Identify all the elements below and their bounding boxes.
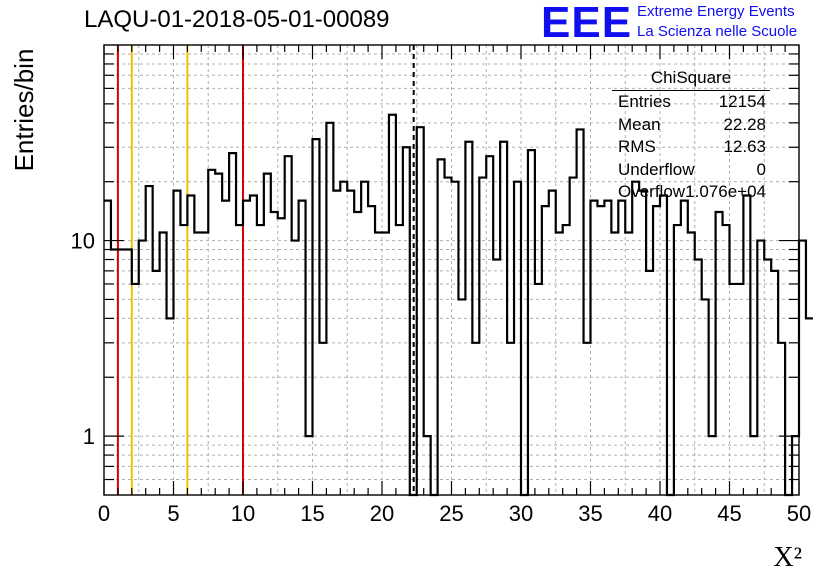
x-tick-label: 10	[231, 501, 255, 526]
stats-label: Underflow	[618, 159, 695, 179]
y-tick-label: 10	[71, 229, 95, 254]
stats-row-entries: Entries 12154	[612, 91, 770, 114]
x-tick-label: 5	[167, 501, 179, 526]
stats-label: Overflow	[618, 182, 686, 201]
stats-row-underflow: Underflow 0	[612, 159, 770, 182]
x-tick-label: 25	[439, 501, 463, 526]
x-tick-label: 35	[578, 501, 602, 526]
x-tick-label: 30	[509, 501, 533, 526]
chart-title: LAQU-01-2018-05-01-00089	[84, 6, 390, 33]
stats-value: 22.28	[723, 114, 766, 134]
x-tick-label: 0	[98, 501, 110, 526]
x-tick-labels: 0 5 10 15 20 25 30 35 40 45 50	[98, 501, 811, 526]
x-tick-label: 15	[300, 501, 324, 526]
logo-tagline-2: La Scienza nelle Scuole	[637, 23, 798, 40]
x-axis-label: X²	[773, 542, 802, 572]
x-tick-label: 40	[648, 501, 672, 526]
y-tick-label: 1	[83, 424, 95, 449]
logo-tagline-1: Extreme Energy Events	[637, 3, 795, 20]
stats-label: Entries	[618, 92, 671, 111]
stats-box: ChiSquare Entries 12154 Mean 22.28 RMS 1…	[612, 68, 770, 204]
stats-value: 12154	[718, 92, 766, 111]
x-tick-label: 45	[717, 501, 741, 526]
stats-row-overflow: Overflow 1.076e+04	[612, 181, 770, 204]
axis-ticks	[103, 45, 800, 495]
eee-logo: EEE	[541, 0, 633, 47]
marker-lines	[116, 45, 415, 495]
stats-value: 1.076e+04	[685, 182, 766, 201]
stats-value: 0	[756, 159, 766, 179]
y-axis-label: Entries/bin	[9, 49, 39, 172]
stats-value: 12.63	[723, 137, 766, 156]
stats-label: RMS	[618, 137, 656, 156]
stats-row-mean: Mean 22.28	[612, 114, 770, 137]
histogram-series	[104, 113, 813, 497]
y-tick-labels: 1 10	[71, 229, 95, 450]
stats-title: ChiSquare	[612, 68, 770, 91]
x-tick-label: 20	[370, 501, 394, 526]
stats-label: Mean	[618, 114, 661, 134]
stats-row-rms: RMS 12.63	[612, 136, 770, 159]
x-tick-label: 50	[787, 501, 811, 526]
